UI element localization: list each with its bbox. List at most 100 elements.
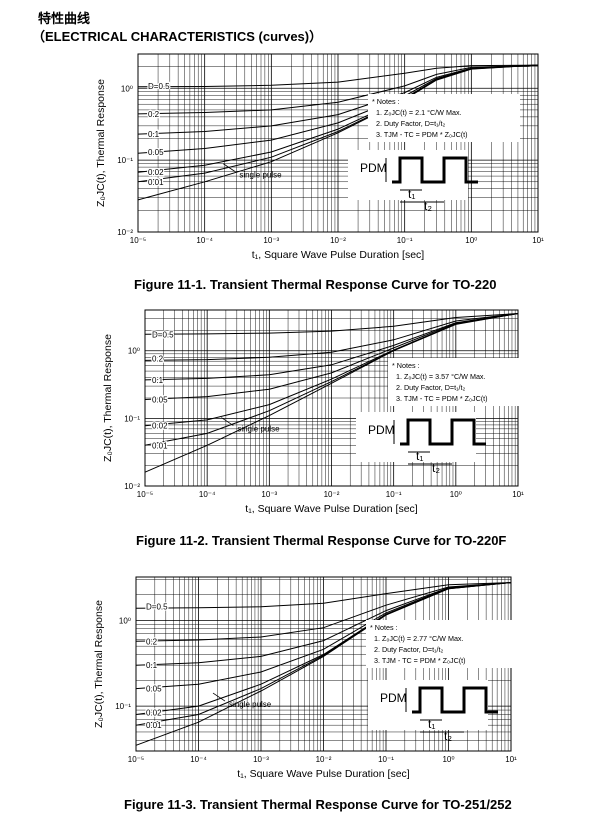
figure-11-3: 10⁻⁵ 10⁻⁴ 10⁻³ 10⁻² 10⁻¹ 10⁰ 10¹ 10⁰ 10⁻¹ t₁, Squ… xyxy=(0,568,614,815)
x-tick-label: 10⁻⁴ xyxy=(190,755,207,764)
notes-background xyxy=(388,358,540,406)
pdm-label: PDM xyxy=(380,691,407,705)
x-tick-label: 10¹ xyxy=(512,490,524,499)
y-tick-label: 10⁻² xyxy=(117,228,133,237)
chart-svg: 10⁻⁵ 10⁻⁴ 10⁻³ 10⁻² 10⁻¹ 10⁰ 10¹ 10⁰ 10⁻¹ 10⁻² t₁,… xyxy=(95,53,544,261)
x-tick-label: 10⁻⁵ xyxy=(128,755,144,764)
x-tick-label: 10⁻⁴ xyxy=(196,236,213,245)
x-tick-label: 10⁻³ xyxy=(253,755,269,764)
x-tick-label: 10⁻⁵ xyxy=(137,490,153,499)
t1-label: t₁ xyxy=(416,449,423,463)
label-pointer xyxy=(221,417,234,426)
chart-svg: 10⁻⁵ 10⁻⁴ 10⁻³ 10⁻² 10⁻¹ 10⁰ 10¹ 10⁰ 10⁻¹ t₁, Squ… xyxy=(93,576,518,780)
t1-label: t₁ xyxy=(428,717,435,731)
figure-caption: Figure 11-1. Transient Thermal Response … xyxy=(134,277,497,292)
x-tick-label: 10⁻⁴ xyxy=(199,490,216,499)
note-line: 2. Duty Factor, D=t₁/t₂ xyxy=(396,383,466,392)
series-label: 0.01 xyxy=(146,721,162,730)
note-line: 2. Duty Factor, D=t₁/t₂ xyxy=(376,119,446,128)
x-tick-label: 10⁻¹ xyxy=(386,490,402,499)
x-tick-label: 10⁻³ xyxy=(263,236,279,245)
y-tick-label: 10⁰ xyxy=(119,616,131,625)
figure-11-2: 10⁻⁵ 10⁻⁴ 10⁻³ 10⁻² 10⁻¹ 10⁰ 10¹ 10⁰ 10⁻¹ 10⁻² t₁,… xyxy=(0,300,614,555)
note-line: 3. TJM - TC = PDM * Z₀JC(t) xyxy=(396,394,488,403)
series-label: 0.05 xyxy=(148,148,164,157)
y-tick-label: 10⁰ xyxy=(121,84,133,93)
t2-label: t₂ xyxy=(424,199,432,213)
pdm-pulse-diagram: PDM t₁ t₂ xyxy=(348,150,478,213)
x-tick-label: 10¹ xyxy=(532,236,544,245)
chart-svg: 10⁻⁵ 10⁻⁴ 10⁻³ 10⁻² 10⁻¹ 10⁰ 10¹ 10⁰ 10⁻¹ 10⁻² t₁,… xyxy=(102,309,540,515)
notes-block: * Notes : 1. Z₀JC(t) = 3.57 °C/W Max. 2. D… xyxy=(388,358,540,406)
series-label: 0.2 xyxy=(146,637,158,646)
pulse-waveform xyxy=(412,686,498,714)
page-title-en: （ELECTRICAL CHARACTERISTICS (curves)） xyxy=(32,29,323,44)
pulse-waveform xyxy=(400,418,486,446)
series-label-single-pulse: single pulse xyxy=(229,700,272,709)
series-label: 0.02 xyxy=(146,708,162,717)
note-line: 1. Z₀JC(t) = 3.57 °C/W Max. xyxy=(396,372,486,381)
label-pointer xyxy=(212,692,226,702)
label-pointer xyxy=(223,163,236,173)
series-label: D=0.5 xyxy=(152,330,174,339)
page-title-cn: 特性曲线 xyxy=(38,12,91,27)
x-tick-label: 10⁻² xyxy=(324,490,340,499)
x-axis-title: t₁, Square Wave Pulse Duration [sec] xyxy=(245,503,417,515)
note-line: 1. Z₀JC(t) = 2.1 °C/W Max. xyxy=(376,108,462,117)
x-tick-label: 10⁻⁵ xyxy=(130,236,146,245)
series-label: 0.2 xyxy=(148,110,160,119)
note-line: 1. Z₀JC(t) = 2.77 °C/W Max. xyxy=(374,634,464,643)
x-tick-label: 10⁰ xyxy=(465,236,477,245)
notes-block: * Notes : 1. Z₀JC(t) = 2.1 °C/W Max. 2. Du… xyxy=(368,94,520,142)
pulse-waveform xyxy=(392,156,478,184)
series-label: 0.2 xyxy=(152,354,164,363)
note-line: * Notes : xyxy=(392,361,420,370)
series-label: 0.1 xyxy=(148,130,160,139)
series-label: 0.01 xyxy=(148,178,164,187)
notes-background xyxy=(366,620,518,668)
note-line: * Notes : xyxy=(372,97,400,106)
y-tick-label: 10⁻¹ xyxy=(124,414,140,423)
pdm-label: PDM xyxy=(368,423,395,437)
x-tick-label: 10⁰ xyxy=(442,755,454,764)
series-label: 0.02 xyxy=(148,168,164,177)
x-tick-label: 10⁻² xyxy=(316,755,332,764)
series-line-single-pulse xyxy=(144,313,519,473)
figure-caption: Figure 11-2. Transient Thermal Response … xyxy=(136,533,507,548)
pdm-pulse-diagram: PDM t₁ t₂ xyxy=(356,412,486,475)
y-axis-title: Z₀JC(t), Thermal Response xyxy=(102,334,114,462)
series-line-d-0-5 xyxy=(135,582,512,609)
x-tick-label: 10⁻¹ xyxy=(397,236,413,245)
notes-block: * Notes : 1. Z₀JC(t) = 2.77 °C/W Max. 2. D… xyxy=(366,620,518,668)
figure-caption: Figure 11-3. Transient Thermal Response … xyxy=(124,797,512,812)
x-axis-title: t₁, Square Wave Pulse Duration [sec] xyxy=(237,768,409,780)
y-axis-title: Z₀JC(t), Thermal Response xyxy=(93,600,105,728)
series-label: D=0.5 xyxy=(148,82,170,91)
x-tick-label: 10⁻² xyxy=(330,236,346,245)
series-label: 0.1 xyxy=(146,661,158,670)
t1-label: t₁ xyxy=(408,187,415,201)
y-axis-title: Z₀JC(t), Thermal Response xyxy=(95,79,107,207)
t2-label: t₂ xyxy=(432,461,440,475)
series-label: 0.01 xyxy=(152,441,168,450)
series-label: D=0.5 xyxy=(146,602,168,611)
y-tick-label: 10⁰ xyxy=(128,347,140,356)
pdm-pulse-diagram: PDM t₁ t₂ xyxy=(368,680,498,743)
note-line: 3. TJM - TC = PDM * Z₀JC(t) xyxy=(374,656,466,665)
figure-11-1: 10⁻⁵ 10⁻⁴ 10⁻³ 10⁻² 10⁻¹ 10⁰ 10¹ 10⁰ 10⁻¹ 10⁻² t₁,… xyxy=(0,42,614,292)
y-tick-label: 10⁻² xyxy=(124,482,140,491)
x-axis-title: t₁, Square Wave Pulse Duration [sec] xyxy=(252,249,424,261)
t2-label: t₂ xyxy=(444,729,452,743)
x-tick-label: 10⁰ xyxy=(450,490,462,499)
series-line-single-pulse xyxy=(135,582,512,746)
x-tick-label: 10⁻³ xyxy=(261,490,277,499)
note-line: 2. Duty Factor, D=t₁/t₂ xyxy=(374,645,444,654)
series-label: 0.1 xyxy=(152,376,164,385)
y-tick-label: 10⁻¹ xyxy=(115,702,131,711)
plot-frame xyxy=(137,53,539,233)
series-label: 0.05 xyxy=(152,396,168,405)
pdm-label: PDM xyxy=(360,161,387,175)
series-line-0-05 xyxy=(144,313,519,400)
series-label-single-pulse: single pulse xyxy=(237,425,280,434)
series-line-d-0-5 xyxy=(137,64,539,88)
